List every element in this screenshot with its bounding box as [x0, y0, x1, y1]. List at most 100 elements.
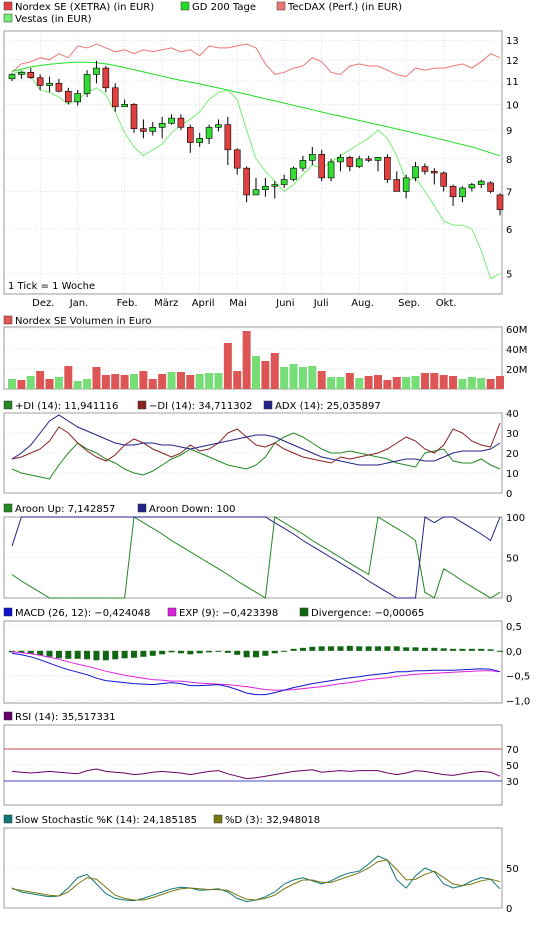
volume-bar: [101, 375, 110, 389]
macd-divergence-bar: [206, 650, 213, 653]
candle-body: [318, 153, 325, 179]
volume-bar: [420, 373, 429, 389]
macd-divergence-bar: [37, 650, 44, 656]
legend-label: −DI (14): 34,711302: [149, 401, 252, 412]
macd-divergence-bar: [365, 646, 372, 651]
macd-exp-line: [11, 651, 501, 691]
macd-y-tick: −0,5: [506, 672, 530, 683]
macd-divergence-bar: [318, 646, 325, 651]
volume-bar: [120, 375, 129, 389]
price-y-tick: 13: [506, 36, 519, 47]
macd-divergence-bar: [375, 646, 381, 651]
candle-body: [93, 67, 100, 75]
volume-bar: [139, 371, 148, 389]
legend-label: ADX (14): 25,035897: [275, 401, 381, 412]
volume-bar: [186, 375, 195, 389]
candle-body: [337, 156, 344, 163]
macd-divergence-bar: [93, 650, 100, 661]
aroon-y-tick: 50: [506, 554, 519, 565]
macd-divergence-bar: [271, 650, 278, 654]
macd-y-tick: −1,0: [506, 697, 530, 708]
macd-divergence-bar: [46, 650, 53, 657]
candle-body: [65, 90, 72, 103]
macd-divergence-bar: [224, 650, 231, 653]
macd-divergence-bar: [140, 650, 147, 657]
volume-bar: [148, 379, 157, 389]
candle-body: [158, 123, 166, 128]
dmi-series-line: [11, 414, 501, 466]
candle-body: [196, 138, 203, 143]
volume-bar: [130, 374, 138, 389]
macd-divergence-bar: [74, 650, 81, 659]
candle-body: [346, 156, 354, 167]
volume-bar: [477, 378, 486, 389]
candle-body: [27, 72, 35, 79]
price-y-tick: 10: [506, 100, 519, 111]
candle-body: [365, 158, 372, 161]
candle-body: [252, 189, 260, 196]
candle-body: [355, 158, 363, 167]
candle-body: [412, 166, 419, 179]
volume-bar: [223, 343, 232, 389]
legend-label: Slow Stochastic %K (14): 24,185185: [15, 815, 197, 826]
legend-swatch: [3, 607, 13, 617]
dmi-y-tick: 30: [506, 429, 519, 440]
volume-bar: [45, 379, 54, 389]
legend-swatch: [213, 814, 223, 824]
aroon-y-tick: 0: [506, 594, 512, 605]
volume-bar: [64, 366, 73, 389]
macd-divergence-bar: [159, 650, 166, 655]
volume-bar: [8, 379, 16, 389]
legend-label: Divergence: −0,00065: [311, 608, 424, 619]
volume-bar: [345, 373, 354, 389]
macd-divergence-bar: [234, 650, 241, 655]
candle-body: [477, 180, 485, 185]
macd-divergence-bar: [27, 650, 34, 654]
volume-bar: [17, 380, 26, 389]
candle-body: [121, 104, 128, 108]
macd-divergence-bar: [478, 648, 485, 651]
price-y-tick: 5: [506, 270, 512, 281]
macd-divergence-bar: [187, 650, 194, 655]
legend-label: Vestas (in EUR): [15, 14, 92, 25]
volume-bar: [458, 379, 467, 389]
volume-bar: [233, 371, 242, 389]
stoch-series-line: [11, 859, 501, 901]
macd-divergence-bar: [384, 646, 391, 651]
macd-divergence-bar: [421, 647, 428, 651]
macd-divergence-bar: [262, 650, 269, 656]
volume-y-tick: 40M: [506, 345, 527, 356]
month-label: Juni: [275, 298, 294, 309]
legend-label: %D (3): 32,948018: [225, 815, 320, 826]
candle-body: [233, 149, 241, 169]
tecdax-line: [11, 43, 501, 78]
candle-body: [168, 117, 175, 124]
volume-bar: [364, 376, 373, 389]
macd-divergence-bar: [346, 645, 353, 651]
price-y-tick: 6: [506, 225, 512, 236]
stoch-y-tick: 0: [506, 904, 512, 915]
legend-label: EXP (9): −0,423398: [179, 608, 278, 619]
legend-swatch: [137, 503, 147, 513]
macd-divergence-bar: [131, 650, 137, 658]
volume-bar: [176, 372, 185, 389]
volume-bar: [158, 374, 167, 389]
candle-body: [459, 187, 466, 198]
volume-bar: [402, 377, 411, 389]
candle-body: [271, 184, 279, 187]
candle-body: [36, 77, 44, 86]
candle-body: [402, 177, 410, 192]
legend-swatch: [3, 711, 13, 721]
macd-divergence-bar: [253, 650, 259, 658]
candle-body: [140, 128, 147, 132]
candle-body: [421, 166, 429, 172]
candle-body: [262, 185, 269, 190]
macd-divergence-bar: [412, 647, 419, 651]
macd-divergence-bar: [281, 650, 288, 652]
tick-note: 1 Tick = 1 Woche: [8, 281, 95, 292]
volume-bar: [411, 376, 420, 389]
volume-bar: [430, 373, 439, 389]
candle-body: [74, 93, 81, 103]
price-y-tick: 12: [506, 56, 519, 67]
month-label: Juli: [313, 298, 329, 309]
